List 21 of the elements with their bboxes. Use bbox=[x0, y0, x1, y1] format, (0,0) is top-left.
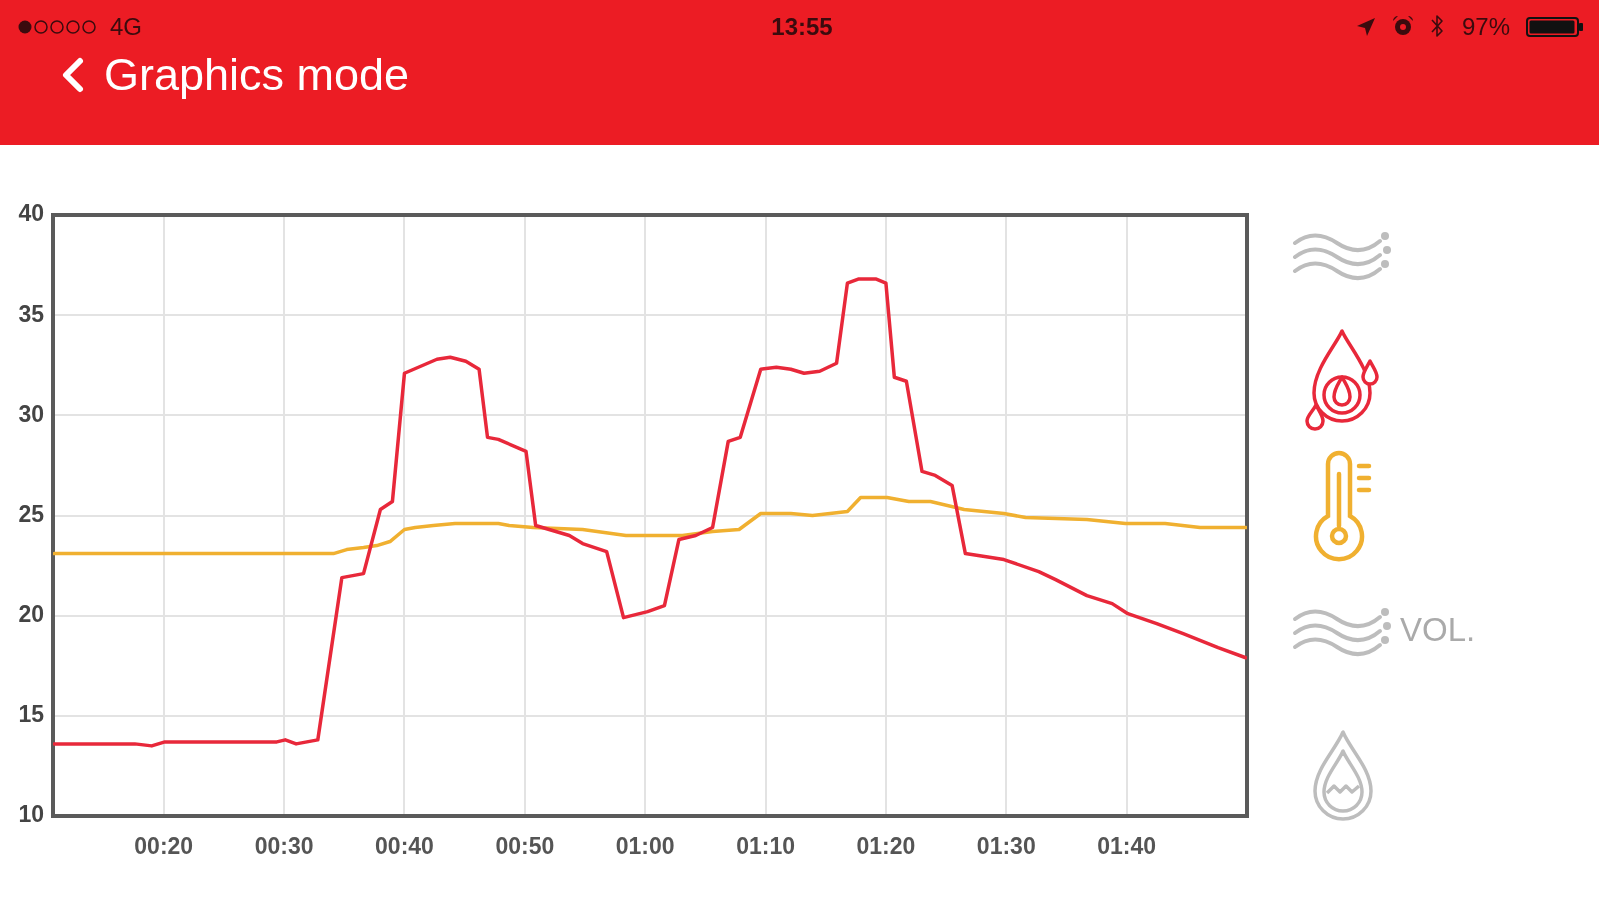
y-tick-label: 25 bbox=[18, 500, 45, 527]
x-tick-label: 00:20 bbox=[134, 833, 194, 860]
chart-title: Graphics mode bbox=[104, 48, 410, 102]
x-tick-label: 00:50 bbox=[495, 833, 555, 860]
text: 4G bbox=[110, 13, 143, 41]
y-tick-label: 10 bbox=[18, 801, 44, 828]
x-tick-label: 01:10 bbox=[736, 833, 795, 860]
x-tick-label: 01:00 bbox=[615, 833, 675, 860]
x-tick-label: 01:20 bbox=[856, 833, 916, 860]
text: VOL. bbox=[1400, 611, 1476, 649]
y-tick-label: 15 bbox=[18, 701, 45, 728]
x-tick-label: 01:30 bbox=[976, 833, 1036, 860]
x-tick-label: 00:40 bbox=[375, 833, 434, 860]
y-tick-label: 30 bbox=[18, 400, 44, 427]
y-tick-label: 20 bbox=[18, 601, 44, 628]
text: 13:55 bbox=[771, 13, 833, 41]
y-tick-label: 40 bbox=[18, 200, 44, 227]
text: 97% bbox=[1462, 13, 1511, 41]
x-tick-label: 00:30 bbox=[254, 833, 314, 860]
x-tick-label: 01:40 bbox=[1097, 833, 1157, 860]
y-tick-label: 35 bbox=[18, 300, 45, 327]
